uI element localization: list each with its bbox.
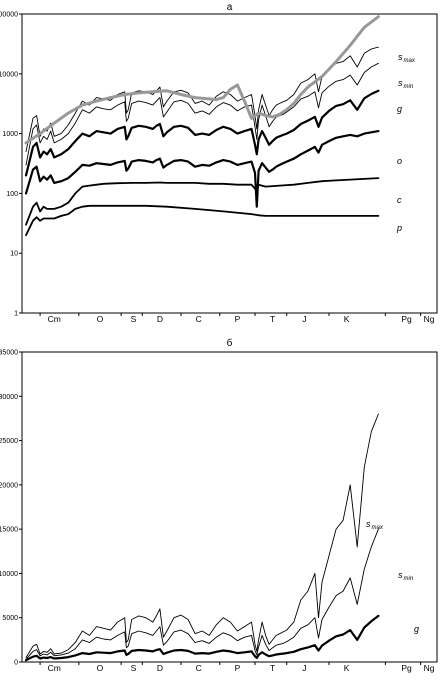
plot-frame — [21, 351, 438, 663]
y-tick-label: 30000 — [0, 394, 18, 401]
plot-frame — [21, 13, 438, 314]
series-label-g: g — [414, 624, 419, 634]
x-tick-label: P — [235, 314, 241, 324]
series-label-s_max: smax — [366, 519, 384, 531]
chart-panel-b: б 0 5000 10000 15000 20000 25000 30000 35000 Cm O S… — [0, 337, 438, 673]
y-tick-label: 1000 — [2, 131, 18, 138]
x-tick-label: P — [235, 663, 241, 673]
x-tick-label: T — [270, 314, 275, 324]
series-label-s_min: smin — [398, 570, 414, 582]
x-tick-label: K — [344, 314, 350, 324]
series-label-o: o — [397, 156, 402, 166]
series-line-s_max — [25, 413, 379, 659]
y-tick-label: 1 — [14, 311, 18, 318]
series-line-g — [24, 89, 380, 177]
y-tick-label: 100 — [6, 191, 18, 198]
y-tick-label: 20000 — [0, 482, 18, 489]
y-tick-label: 35000 — [0, 350, 18, 357]
series-label-s_min: smin — [398, 78, 414, 90]
series-line-gray — [24, 15, 380, 145]
series-label-c: c — [397, 195, 402, 205]
x-tick-label: Cm — [48, 314, 61, 324]
x-tick-label: Ng — [424, 663, 435, 673]
x-tick-label: S — [131, 314, 137, 324]
y-tick-label: 25000 — [0, 438, 18, 445]
series-line-o — [24, 130, 380, 208]
series-line-s_min — [25, 62, 379, 166]
series-line-s_min — [25, 528, 379, 660]
x-tick-label: Cm — [48, 663, 61, 673]
series-label-p: p — [396, 223, 402, 233]
y-tick-label: 5000 — [2, 615, 18, 622]
y-tick-label: 10000 — [0, 571, 18, 578]
x-tick-label: K — [344, 663, 350, 673]
y-tick-label: 15000 — [0, 527, 18, 534]
x-tick-label: J — [302, 314, 306, 324]
x-tick-label: D — [157, 663, 163, 673]
y-tick-label: 10 — [10, 251, 18, 258]
x-tick-label: S — [131, 663, 137, 673]
x-tick-label: D — [157, 314, 163, 324]
y-tick-label: 0 — [14, 660, 18, 667]
x-tick-label: T — [270, 663, 275, 673]
series-line-p — [25, 204, 380, 237]
x-tick-label: O — [97, 314, 104, 324]
series-label-g: g — [397, 104, 402, 114]
series-line-c — [25, 177, 380, 226]
series-label-s_max: smax — [398, 52, 416, 64]
x-tick-label: J — [302, 663, 306, 673]
x-tick-label: Pg — [401, 314, 412, 324]
panel-label: а — [227, 2, 233, 13]
x-tick-label: C — [196, 314, 202, 324]
x-tick-label: Pg — [401, 663, 412, 673]
panel-label: б — [227, 337, 233, 349]
y-tick-label: 10000 — [0, 71, 18, 78]
x-tick-label: C — [196, 663, 202, 673]
x-tick-label: Ng — [424, 314, 435, 324]
x-tick-label: O — [97, 663, 104, 673]
series-line-g — [24, 614, 380, 662]
